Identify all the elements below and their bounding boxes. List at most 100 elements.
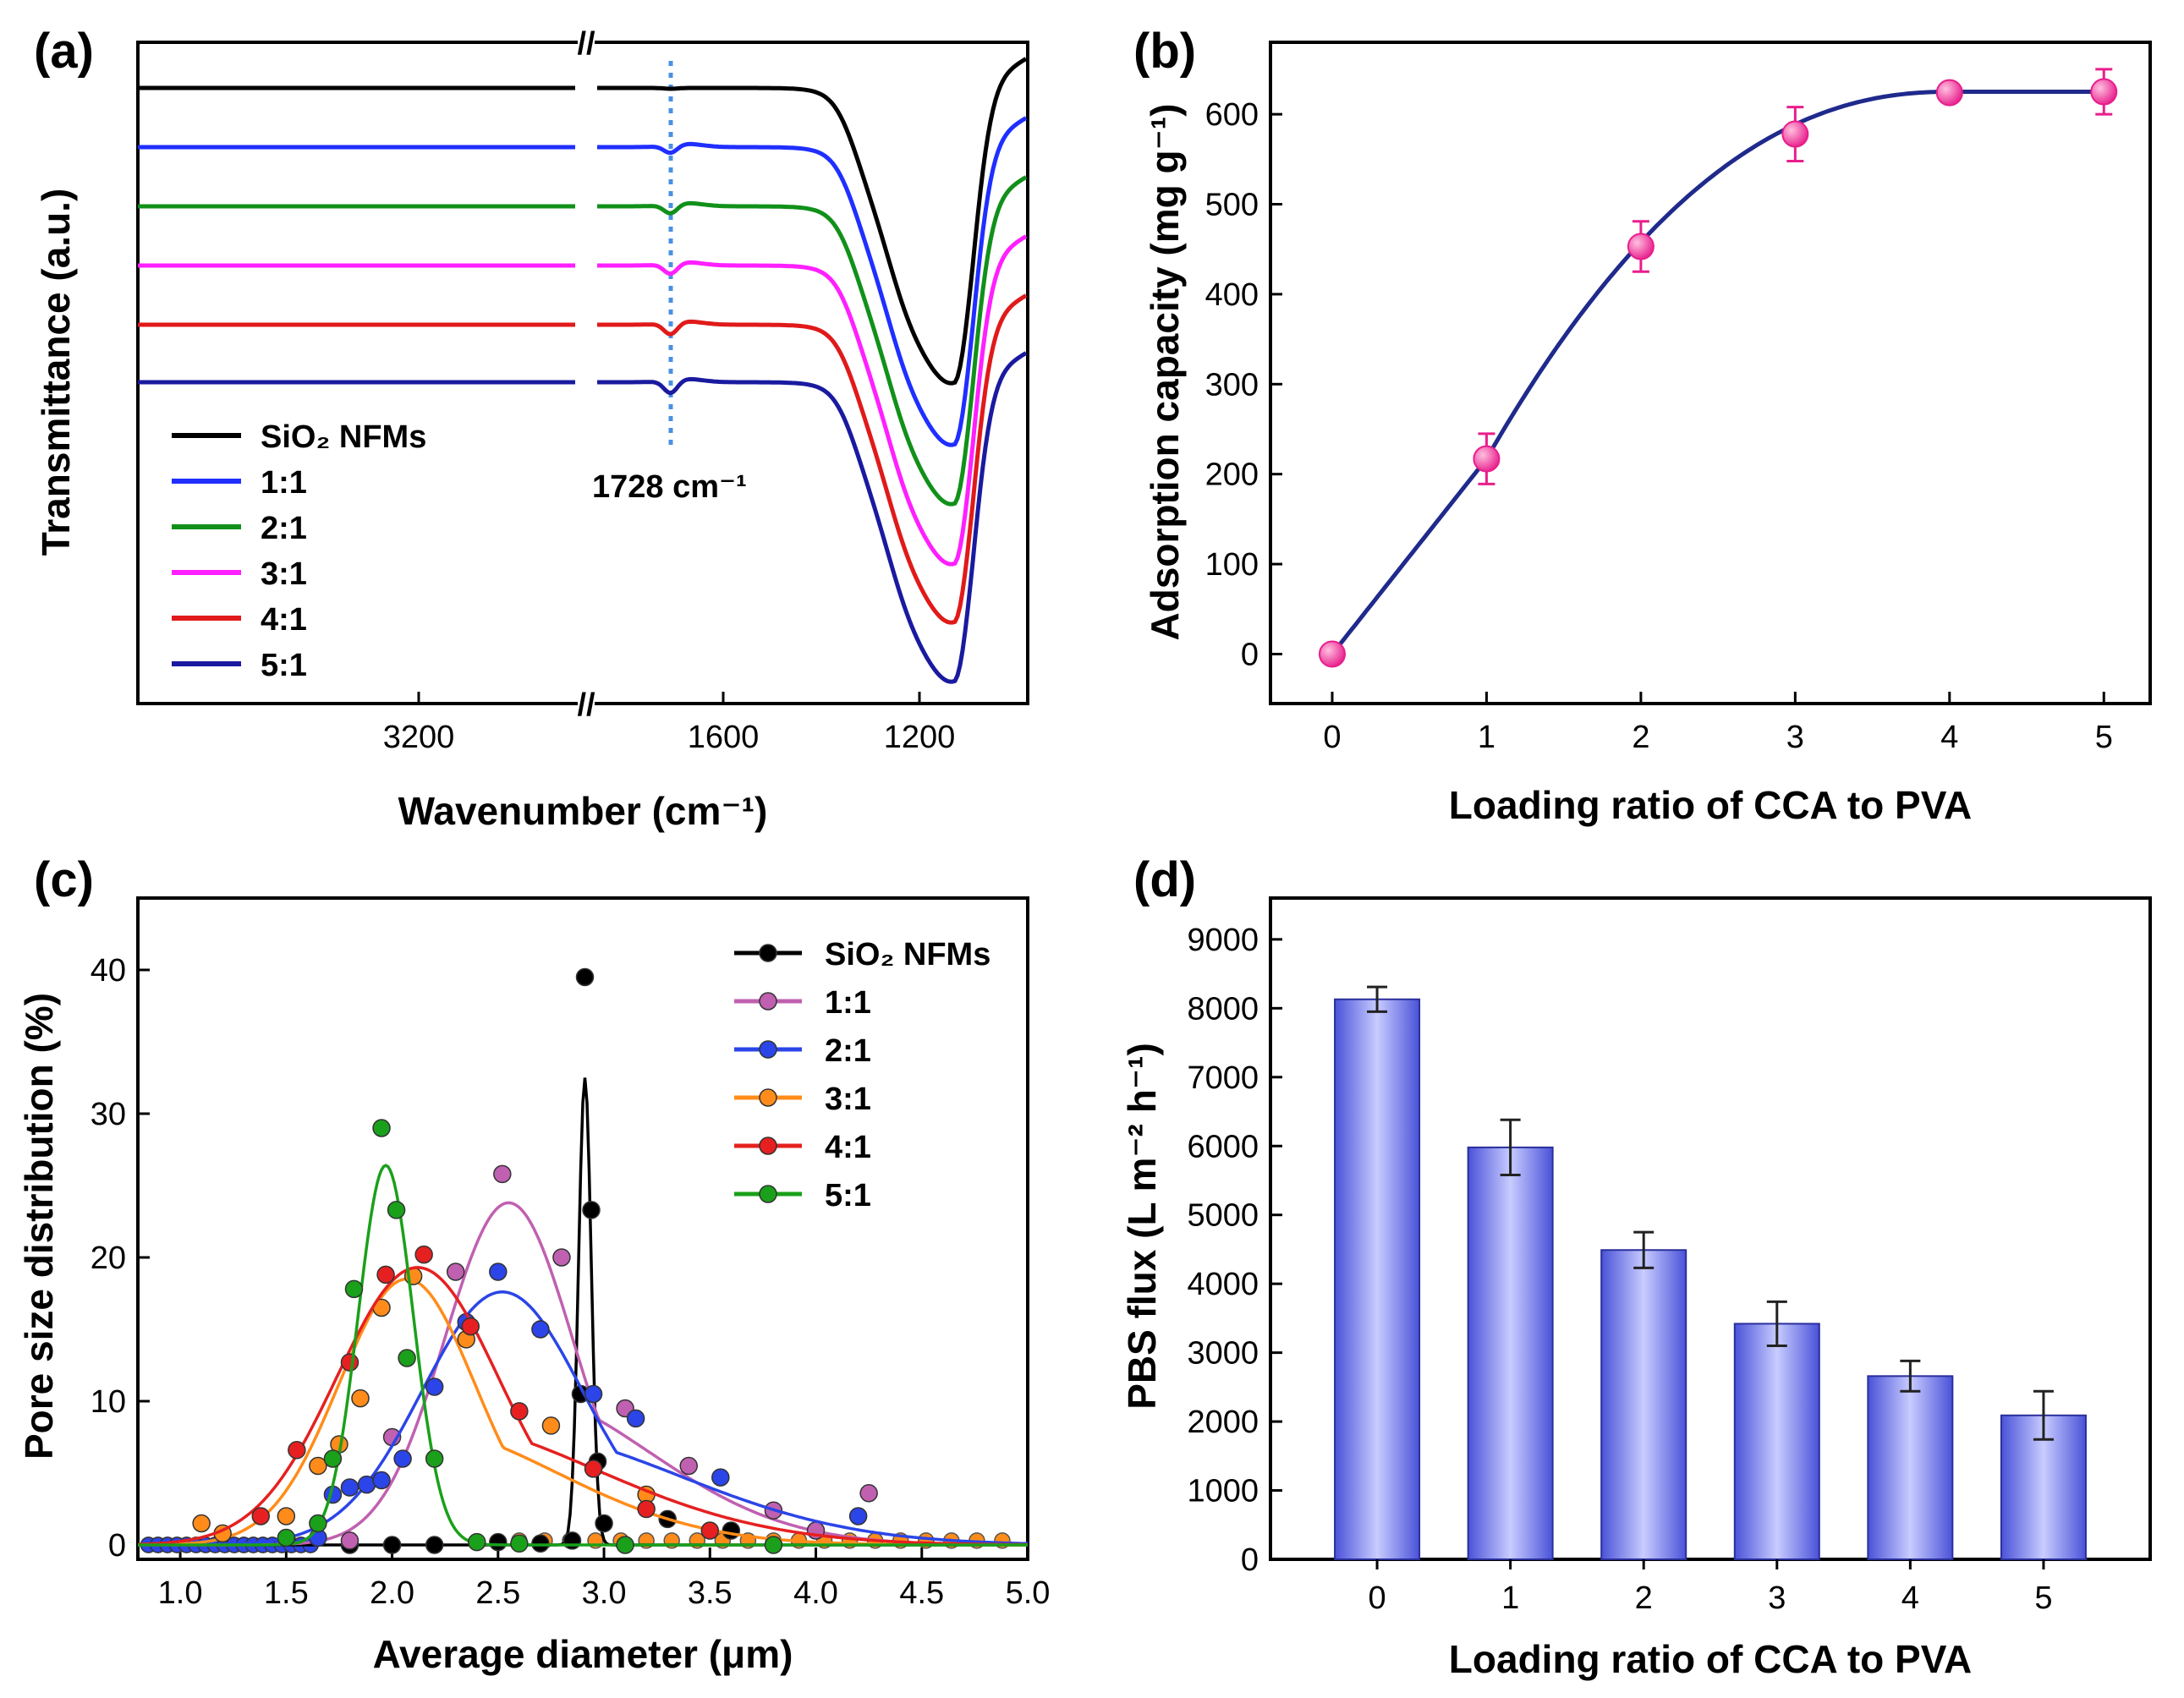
panel-c-xtick-label: 1.5	[264, 1575, 309, 1611]
panel-b-xtick-label: 4	[1940, 720, 1958, 755]
panel-d-ytick-label: 9000	[1187, 923, 1259, 958]
panel-c-data-point	[309, 1456, 327, 1476]
panel-c-data-point	[461, 1317, 480, 1336]
panel-c-data-point	[764, 1536, 783, 1554]
panel-c-legend-label: 4:1	[825, 1130, 871, 1165]
panel-c-fit-line	[138, 1164, 1028, 1547]
panel-c-data-point	[510, 1534, 529, 1553]
panel-d-ytick-label: 4000	[1187, 1267, 1259, 1302]
panel-c-data-point	[376, 1265, 395, 1284]
panel-c-data-point	[493, 1164, 512, 1184]
panel-c-data-point	[637, 1499, 656, 1519]
panel-c-data-point	[425, 1449, 444, 1468]
panel-c-legend-marker	[759, 944, 777, 962]
panel-d-xtick-label: 1	[1501, 1580, 1519, 1616]
panel-c-data-point	[382, 1536, 402, 1554]
panel-c-data-point	[425, 1536, 444, 1554]
panel-c-data-point	[848, 1507, 868, 1525]
panel-c-ytick-label: 40	[91, 953, 126, 989]
panel-b-xlabel: Loading ratio of CCA to PVA	[1449, 783, 1972, 827]
panel-c-data-point	[584, 1460, 603, 1478]
panel-c-legend-label: SiO₂ NFMs	[825, 937, 990, 972]
panel-c-data-point	[251, 1507, 271, 1525]
panel-a-xtick-label: 3200	[383, 720, 455, 755]
panel-c-legend-marker	[759, 1137, 777, 1155]
panel-c-xtick-label: 5.0	[1006, 1575, 1051, 1611]
panel-d-xlabel: Loading ratio of CCA to PVA	[1449, 1637, 1972, 1681]
panel-c-data-point	[398, 1349, 416, 1367]
panel-c-fit-line	[137, 1266, 1028, 1547]
panel-d-ytick-label: 7000	[1187, 1060, 1259, 1096]
panel-d-ytick-label: 3000	[1187, 1336, 1259, 1372]
panel-c-data-point	[562, 1531, 582, 1550]
panel-c-xtick-label: 4.5	[899, 1575, 944, 1611]
panel-c-data-point	[552, 1248, 571, 1267]
panel-d-bar	[1600, 1249, 1687, 1560]
panel-b-label: (b)	[1133, 24, 1196, 79]
panel-b-data-point	[1781, 120, 1809, 148]
panel-a-series-line	[138, 351, 1028, 684]
panel-d-ylabel: PBS flux (L m⁻² h⁻¹)	[1120, 1043, 1164, 1410]
panel-c-data-point	[626, 1409, 645, 1428]
panel-c-xtick-label: 2.5	[475, 1575, 520, 1611]
panel-c-data-point	[489, 1263, 508, 1281]
panel-c-ytick-label: 20	[91, 1241, 126, 1276]
panel-c-data-point	[344, 1279, 364, 1299]
panel-c-data-point	[192, 1514, 211, 1533]
panel-d-xtick-label: 3	[1768, 1580, 1786, 1616]
panel-b-fit-line	[1331, 90, 2104, 656]
panel-c-frame	[136, 896, 1029, 1561]
panel-c-legend-label: 5:1	[825, 1178, 871, 1213]
panel-c-xtick-label: 2.0	[370, 1575, 414, 1611]
panel-d: (d) 0 1000 2000 3000 4000 5000 6000 7000 8000 900…	[1120, 852, 2152, 1681]
panel-c-legend-label: 3:1	[825, 1082, 871, 1117]
panel-c-legend-marker	[759, 1040, 777, 1059]
panel-d-bar	[1867, 1375, 1954, 1560]
panel-a-xlabel: Wavenumber (cm⁻¹)	[398, 789, 768, 833]
panel-a-series-line	[138, 175, 1028, 507]
panel-c-data-point	[425, 1378, 444, 1396]
annotation-1728: 1728 cm⁻¹	[592, 469, 747, 505]
panel-c-xtick-label: 3.5	[688, 1575, 733, 1611]
panel-a-series-line	[138, 116, 1028, 447]
panel-b-ytick-label: 300	[1205, 367, 1259, 403]
panel-a-series-line	[138, 234, 1028, 567]
panel-c-legend-label: 1:1	[825, 985, 871, 1021]
panel-c-data-point	[711, 1468, 730, 1487]
panel-c-legend-label: 2:1	[825, 1033, 871, 1069]
panel-c-data-point	[584, 1384, 603, 1404]
panel-b-data-point	[2090, 78, 2118, 106]
panel-b-data-point	[1627, 233, 1654, 260]
panel-c-ylabel: Pore size distribution (%)	[17, 993, 61, 1460]
panel-c-xlabel: Average diameter (μm)	[373, 1632, 793, 1676]
panel-a-legend-label: 2:1	[261, 511, 307, 546]
panel-d-xtick-label: 4	[1901, 1580, 1919, 1616]
panel-c-fit-line	[138, 1077, 1028, 1547]
panel-b-xtick-label: 3	[1786, 720, 1804, 755]
panel-a-series-line	[138, 57, 1028, 386]
panel-c-data-point	[340, 1531, 359, 1550]
panel-c-data-point	[446, 1263, 465, 1281]
panel-d-xtick-label: 5	[2034, 1580, 2052, 1616]
panel-c-xtick-label: 1.0	[158, 1575, 203, 1611]
panel-d-xtick-label: 2	[1635, 1580, 1653, 1616]
break-mask-top	[578, 37, 595, 49]
panel-b-ytick-label: 600	[1205, 97, 1259, 133]
panel-c-data-point	[859, 1484, 878, 1503]
panel-c-ytick-label: 30	[91, 1097, 126, 1132]
panel-a-legend-label: 3:1	[261, 556, 307, 592]
panel-d-ytick-label: 8000	[1187, 991, 1259, 1027]
panel-b-ylabel: Adsorption capacity (mg g⁻¹)	[1143, 103, 1187, 640]
panel-c-data-point	[414, 1245, 433, 1264]
panel-c-data-point	[372, 1119, 391, 1137]
panel-c-data-point	[700, 1521, 720, 1540]
panel-b-ytick-label: 500	[1205, 188, 1259, 223]
panel-c-data-point	[541, 1416, 561, 1435]
panel-c-data-point	[351, 1389, 370, 1408]
panel-c-legend-marker	[759, 992, 777, 1011]
panel-a-legend-label: 4:1	[261, 602, 307, 638]
panel-c-data-point	[531, 1320, 550, 1339]
panel-d-ytick-label: 0	[1241, 1542, 1259, 1578]
panel-b-ytick-label: 100	[1205, 547, 1259, 583]
